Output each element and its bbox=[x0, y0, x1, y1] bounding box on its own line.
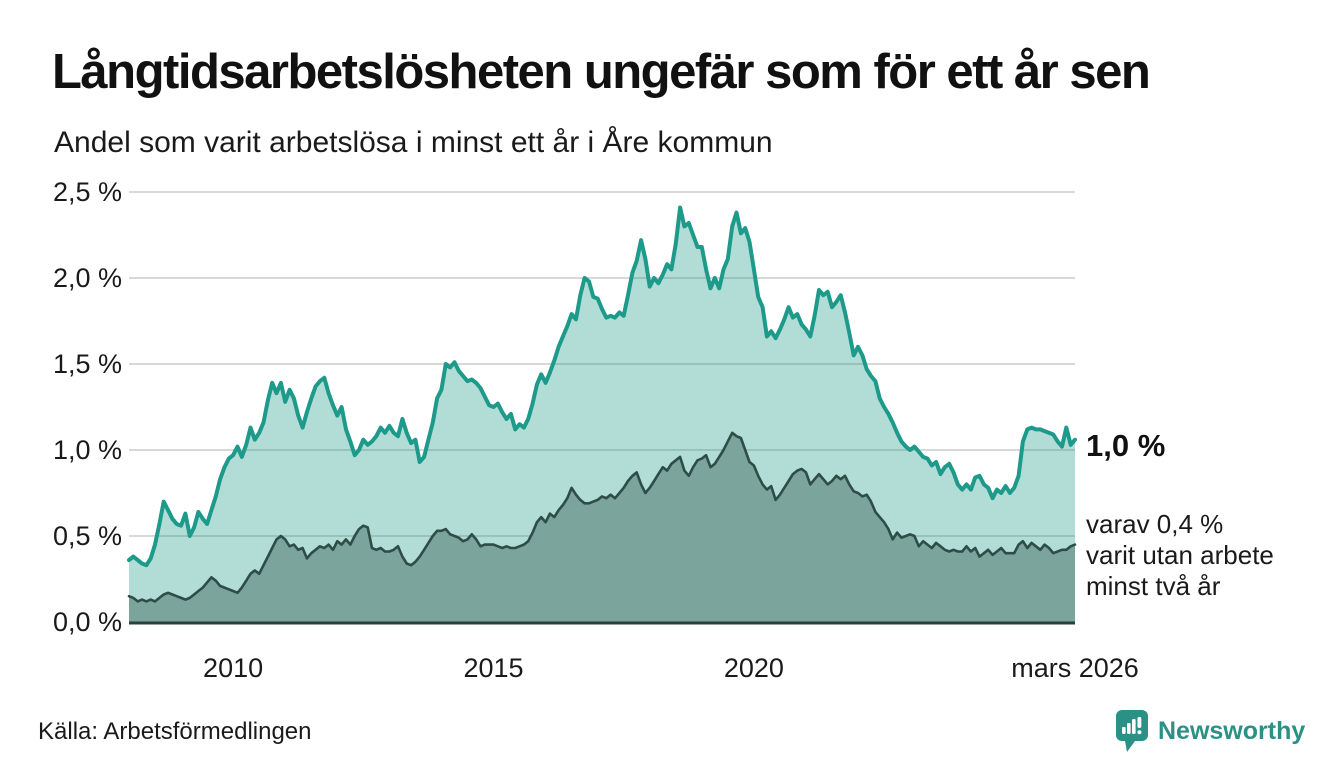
end-note-line-1: varav 0,4 % bbox=[1086, 509, 1224, 539]
end-value-label: 1,0 % bbox=[1086, 428, 1166, 463]
y-tick-label: 2,5 % bbox=[52, 177, 122, 207]
y-tick-label: 1,5 % bbox=[52, 349, 122, 379]
area-fill-at-least-two-years bbox=[129, 432, 1075, 622]
end-note-label: varav 0,4 % varit utan arbete minst två … bbox=[1086, 509, 1274, 602]
x-tick-label: mars 2026 bbox=[1011, 653, 1139, 683]
chart-subtitle: Andel som varit arbetslösa i minst ett å… bbox=[54, 126, 773, 159]
y-tick-label: 0,5 % bbox=[52, 521, 122, 551]
x-tick-label: 2010 bbox=[203, 653, 264, 683]
x-tick-label: 2015 bbox=[463, 653, 524, 683]
line-at-least-one-year bbox=[127, 205, 1077, 568]
y-tick-label: 0,0 % bbox=[52, 607, 122, 637]
end-note-line-3: minst två år bbox=[1086, 571, 1221, 601]
newsworthy-logo: Newsworthy bbox=[1116, 710, 1305, 754]
line-at-least-two-years bbox=[127, 431, 1077, 603]
y-tick-label: 1,0 % bbox=[52, 435, 122, 465]
newsworthy-icon bbox=[1116, 710, 1148, 752]
y-tick-label: 2,0 % bbox=[52, 263, 122, 293]
end-note-line-2: varit utan arbete bbox=[1086, 540, 1274, 570]
y-axis-labels: 0,0 % 0,5 % 1,0 % 1,5 % 2,0 % 2,5 % bbox=[0, 0, 122, 780]
page-title: Långtidsarbetslösheten ungefär som för e… bbox=[52, 45, 1151, 99]
x-axis-labels: 2010 2015 2020 mars 2026 bbox=[0, 653, 1340, 693]
x-tick-label: 2020 bbox=[723, 653, 784, 683]
source-note: Källa: Arbetsförmedlingen bbox=[38, 718, 312, 745]
newsworthy-wordmark: Newsworthy bbox=[1158, 717, 1306, 745]
